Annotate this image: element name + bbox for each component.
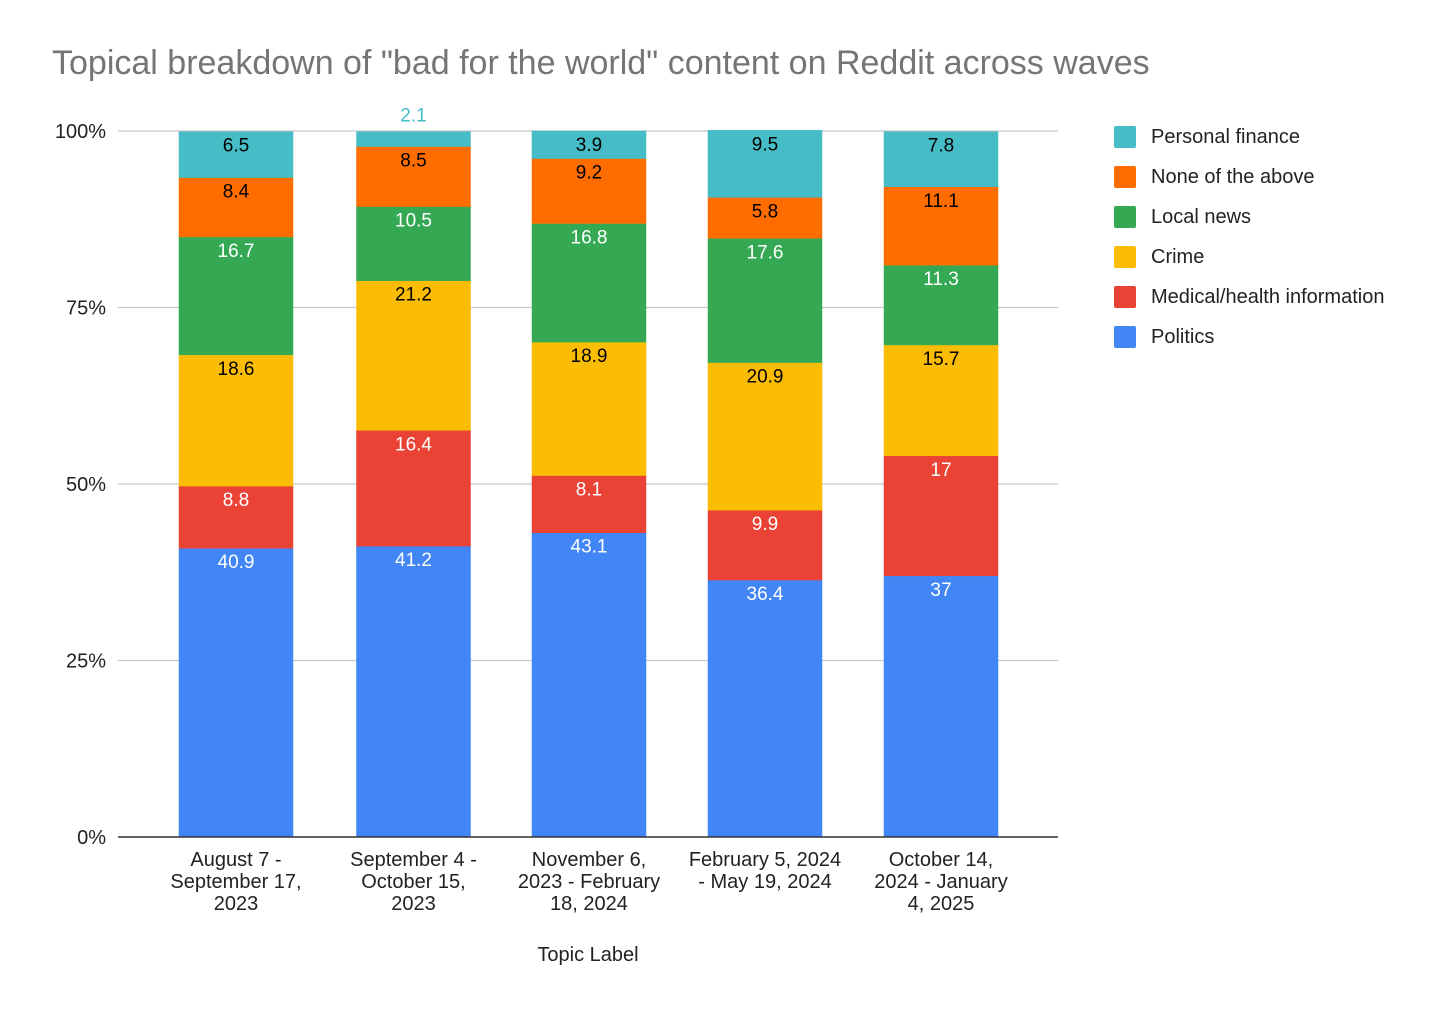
bar-segment: [707, 362, 823, 511]
legend-item: None of the above: [1114, 157, 1384, 197]
data-label: 21.2: [395, 285, 432, 306]
bar-segment: [356, 280, 471, 431]
bar-segment: [883, 131, 999, 188]
y-tick-label: 75%: [66, 298, 106, 320]
data-label: 20.9: [747, 367, 784, 388]
bar-segment: [178, 131, 294, 178]
bar-segment: [178, 177, 294, 238]
data-label: 5.8: [752, 201, 778, 222]
data-label: 8.1: [576, 480, 602, 501]
data-label: 3.9: [576, 135, 602, 156]
legend-item: Politics: [1114, 317, 1384, 357]
bar-segment: [531, 158, 647, 224]
y-tick-label: 25%: [66, 651, 106, 673]
x-tick-label: October 14, 2024 - January 4, 2025: [874, 849, 1007, 915]
data-label: 37: [930, 580, 951, 601]
data-label: 40.9: [218, 552, 255, 573]
y-axis-ticks: 0% 25% 50% 75% 100%: [55, 121, 106, 849]
legend-label: Medical/health information: [1151, 285, 1385, 308]
bar-segment: [178, 354, 294, 487]
x-tick-label: August 7 -September 17, 2023: [170, 849, 301, 915]
legend-swatch: [1114, 126, 1136, 148]
x-tick-label: November 6, 2023 - February 18, 2024: [518, 849, 660, 915]
legend-item: Personal finance: [1114, 117, 1384, 157]
legend-label: Crime: [1151, 245, 1205, 268]
legend-label: Politics: [1151, 325, 1215, 348]
legend-item: Local news: [1114, 197, 1384, 237]
bar-segment: [356, 206, 471, 281]
data-label: 6.5: [223, 136, 249, 157]
data-label: 17.6: [747, 242, 784, 263]
data-label: 43.1: [571, 537, 608, 558]
x-axis-title: Topic Label: [537, 944, 639, 966]
bar-segment: [883, 344, 999, 457]
data-label: 9.9: [752, 514, 778, 535]
data-label: 11.1: [923, 191, 959, 212]
bar-segment: [356, 545, 471, 838]
bar-segment: [707, 509, 823, 581]
data-label: 8.8: [223, 490, 249, 511]
bar-segment: [531, 223, 647, 343]
data-label: 18.9: [571, 346, 608, 367]
y-tick-label: 0%: [77, 827, 106, 849]
data-label: 8.4: [223, 182, 250, 203]
y-tick-label: 50%: [66, 474, 106, 496]
legend-label: None of the above: [1151, 165, 1315, 188]
bar-segment: [707, 197, 823, 239]
legend-swatch: [1114, 286, 1136, 308]
x-tick-label: February 5, 2024- May 19, 2024: [689, 849, 841, 893]
bar-segment: [707, 238, 823, 363]
bar-segment: [707, 579, 823, 838]
bars: [178, 130, 999, 838]
bar-segment: [356, 131, 471, 147]
data-label: 7.8: [928, 136, 954, 157]
x-tick-label: September 4 -October 15, 2023: [350, 849, 477, 915]
legend-swatch: [1114, 326, 1136, 348]
bar-segment: [883, 264, 999, 346]
legend-swatch: [1114, 206, 1136, 228]
bar-segment: [178, 547, 294, 838]
data-label: 8.5: [400, 151, 426, 172]
legend-item: Crime: [1114, 237, 1384, 277]
data-label: 11.3: [923, 269, 959, 290]
legend-item: Medical/health information: [1114, 277, 1384, 317]
bar-segment: [531, 475, 647, 533]
data-labels: 40.9 8.8 18.6 16.7 8.4 6.5 41.2 16.4 21.2 10.5 8.5…: [218, 106, 960, 605]
legend-swatch: [1114, 166, 1136, 188]
legend-label: Personal finance: [1151, 125, 1300, 148]
bar-segment: [883, 455, 999, 577]
data-label: 16.8: [571, 227, 608, 248]
legend-label: Local news: [1151, 205, 1252, 228]
data-label: 9.2: [576, 163, 602, 184]
data-label: 9.5: [752, 134, 778, 155]
chart-title: Topical breakdown of "bad for the world"…: [52, 44, 1150, 82]
bar-segment: [356, 146, 471, 207]
data-label: 41.2: [395, 550, 432, 571]
data-label: 16.4: [395, 434, 432, 455]
y-tick-label: 100%: [55, 121, 106, 143]
data-label: 17: [930, 460, 951, 481]
bar-segment: [531, 130, 647, 159]
data-label: 2.1: [400, 106, 426, 127]
data-label: 15.7: [923, 349, 960, 370]
data-label: 16.7: [218, 241, 255, 262]
bar-segment: [883, 186, 999, 266]
data-label: 10.5: [395, 211, 432, 232]
bar-segment: [883, 575, 999, 838]
bar-segment: [178, 236, 294, 356]
data-label: 36.4: [747, 584, 784, 605]
legend: Personal finance None of the above Local n…: [1114, 117, 1384, 357]
bar-segment: [531, 341, 647, 476]
legend-swatch: [1114, 246, 1136, 268]
bar-segment: [707, 130, 823, 198]
x-axis-ticks: August 7 -September 17, 2023 September 4 -…: [170, 849, 1007, 915]
data-label: 18.6: [218, 359, 255, 380]
bar-segment: [178, 485, 294, 549]
bar-segment: [356, 430, 471, 547]
bar-segment: [531, 532, 647, 838]
